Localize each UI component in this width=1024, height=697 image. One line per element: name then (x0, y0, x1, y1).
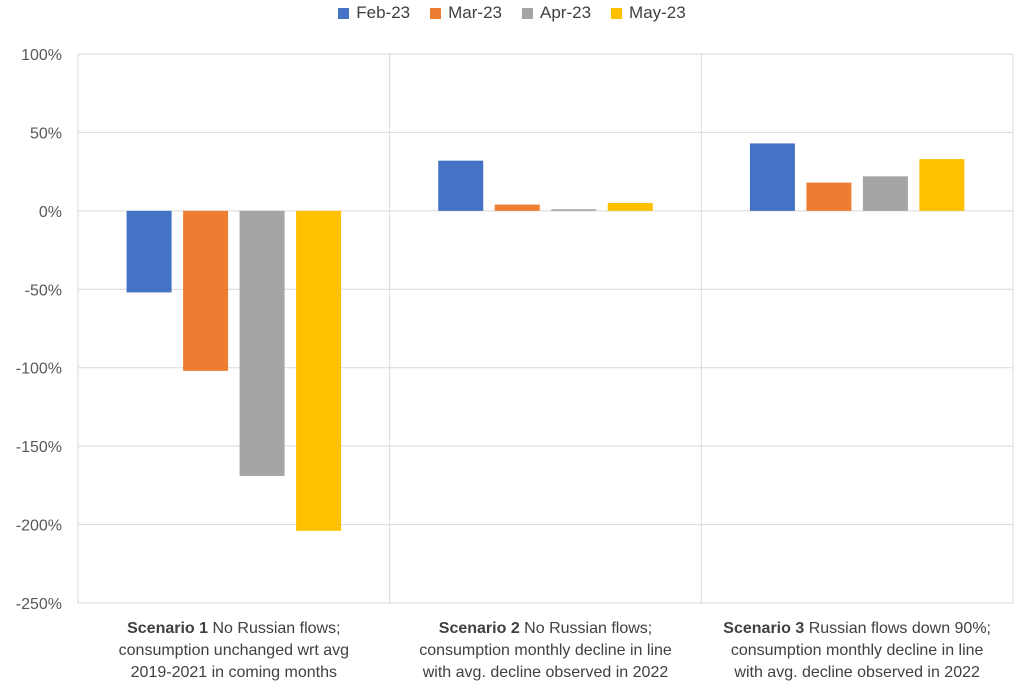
bar-mar-23-scenario-1 (183, 210, 229, 371)
bar-feb-23-scenario-1 (126, 210, 172, 293)
category-label-line3: with avg. decline observed in 2022 (422, 664, 669, 681)
bar-apr-23-scenario-3 (862, 176, 908, 211)
bar-feb-23-scenario-3 (749, 143, 795, 211)
y-tick-label: 0% (39, 204, 62, 221)
legend-label: May-23 (629, 3, 686, 22)
legend-label: Apr-23 (540, 3, 592, 22)
bar-may-23-scenario-3 (919, 159, 965, 211)
y-tick-label: 100% (21, 47, 62, 64)
y-tick-label: -50% (25, 282, 62, 299)
y-tick-label: -200% (16, 518, 62, 535)
legend-item: Feb-23 (338, 3, 410, 23)
legend-swatch (611, 7, 623, 19)
legend-swatch (338, 7, 350, 19)
category-label-line2: consumption monthly decline in line (730, 642, 984, 659)
category-label-rest: No Russian flows; (212, 620, 341, 637)
legend-item: Mar-23 (430, 3, 502, 23)
bar-feb-23-scenario-2 (438, 160, 484, 211)
category-label: Scenario 2 No Russian flows; consumption … (396, 618, 696, 684)
bar-mar-23-scenario-2 (494, 204, 540, 211)
category-label-bold: Scenario 1 (127, 620, 209, 637)
category-label-line3: with avg. decline observed in 2022 (734, 664, 980, 681)
category-label-bold: Scenario 3 (723, 620, 805, 637)
legend-swatch (522, 7, 533, 19)
y-tick-label: 50% (30, 125, 62, 142)
category-label: Scenario 1 No Russian flows; consumption … (84, 618, 384, 684)
legend-item: Apr-23 (522, 3, 591, 23)
legend-item: May-23 (611, 3, 686, 23)
legend-label: Mar-23 (448, 3, 502, 22)
category-label-line2: consumption unchanged wrt avg (118, 642, 350, 659)
legend: Feb-23 Mar-23 Apr-23 May-23 (0, 3, 1024, 23)
category-label-bold: Scenario 2 (438, 620, 520, 637)
category-label-rest: Russian flows down 90%; (808, 620, 991, 637)
bar-mar-23-scenario-3 (806, 182, 852, 211)
bar-may-23-scenario-2 (607, 203, 653, 211)
bar-apr-23-scenario-1 (239, 210, 285, 476)
legend-swatch (430, 7, 442, 19)
y-tick-label: -100% (16, 361, 62, 378)
bar-apr-23-scenario-2 (551, 209, 597, 211)
legend-label: Feb-23 (356, 3, 411, 22)
category-label: Scenario 3 Russian flows down 90%; consum… (707, 618, 1007, 684)
y-tick-label: -250% (16, 596, 62, 613)
category-label-line3: 2019-2021 in coming months (130, 664, 337, 681)
category-label-line2: consumption monthly decline in line (419, 642, 672, 659)
y-tick-label: -150% (16, 439, 62, 456)
category-label-rest: No Russian flows; (524, 620, 653, 637)
bar-may-23-scenario-1 (296, 210, 342, 531)
